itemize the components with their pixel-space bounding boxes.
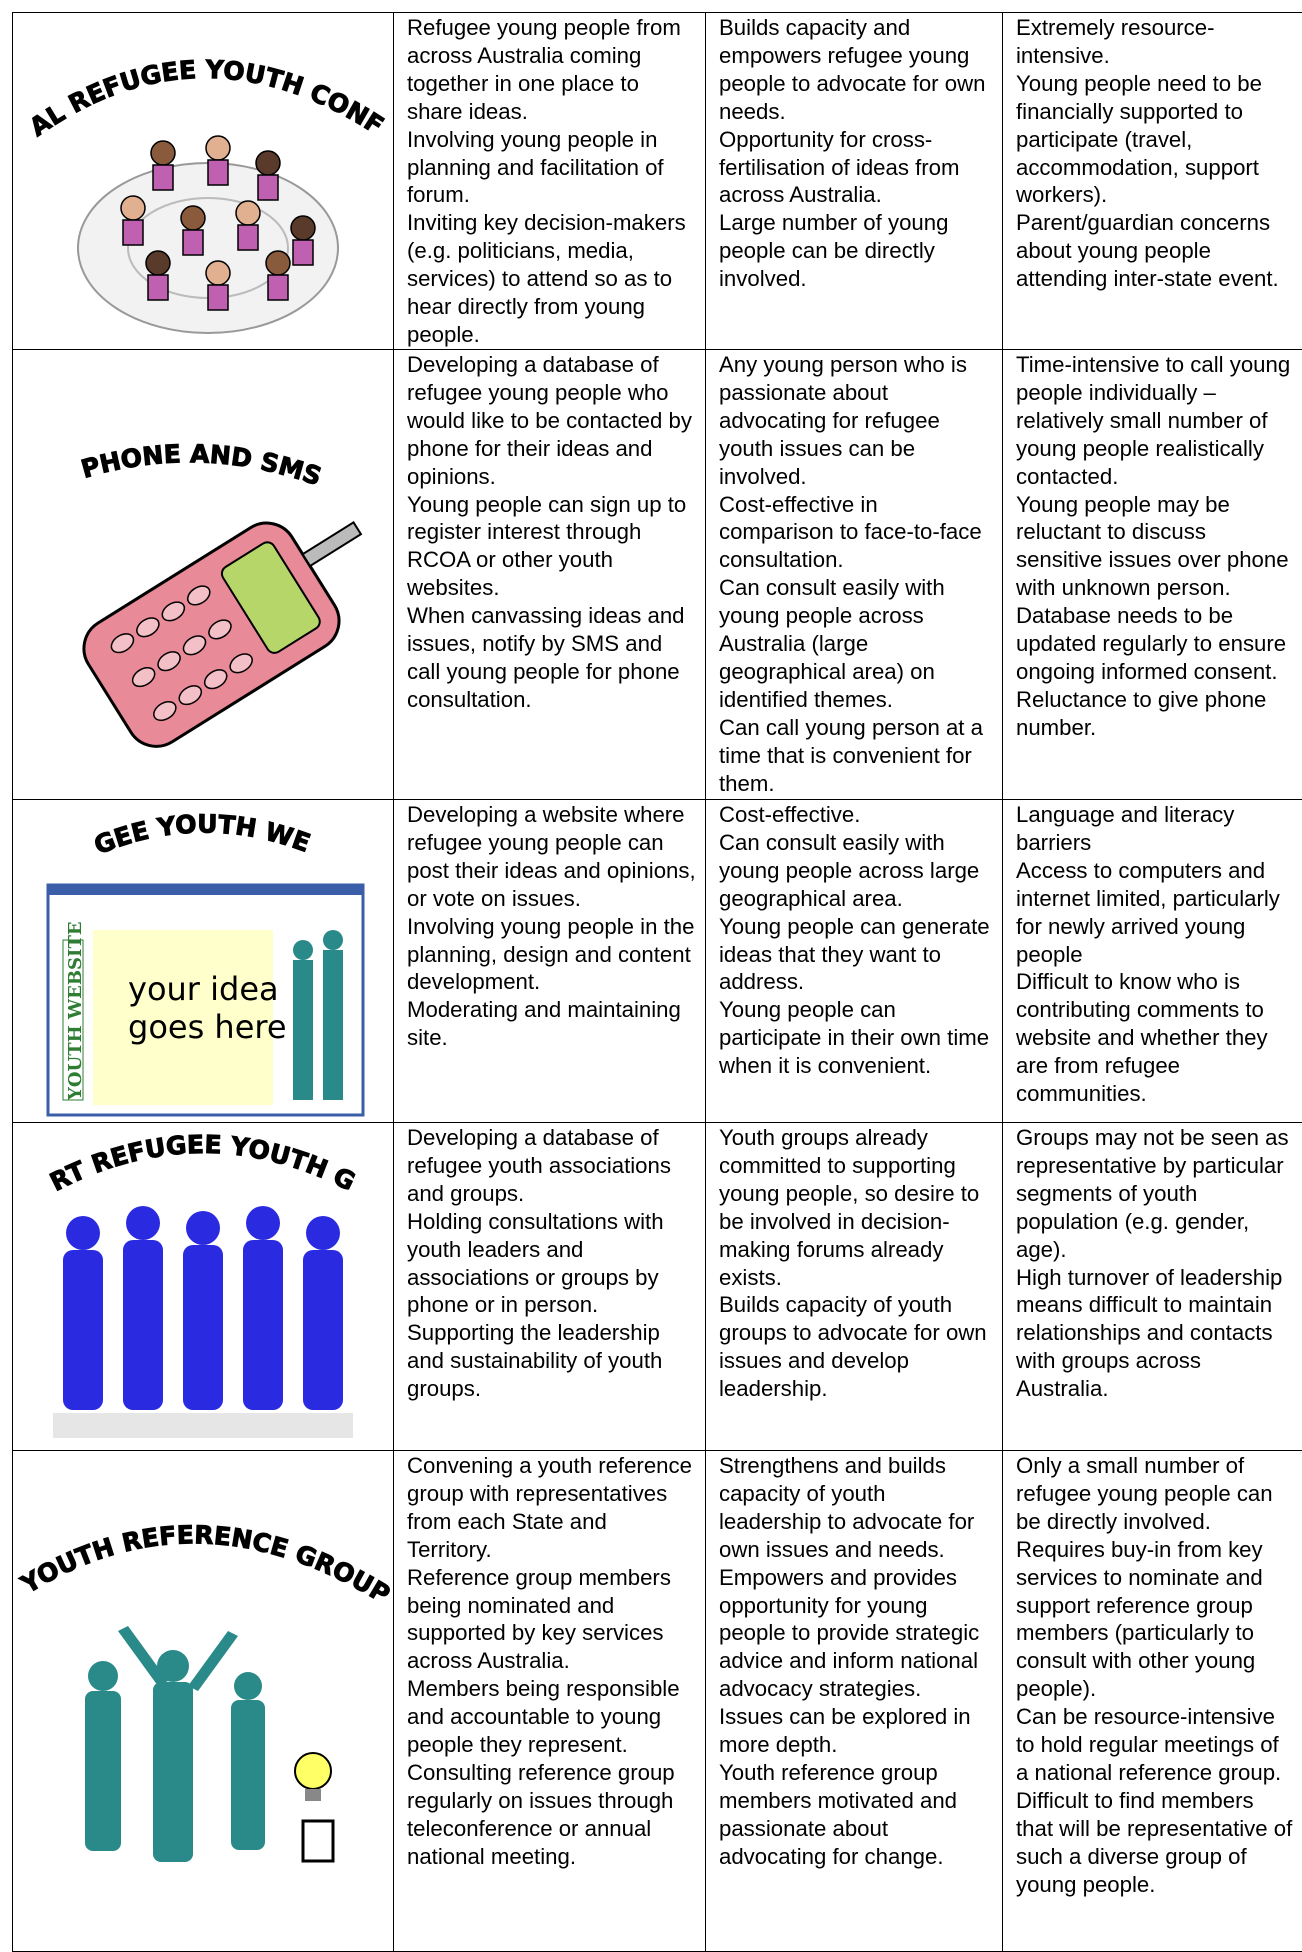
cell-paragraph: Cost-effective in comparison to face-to-…: [719, 491, 994, 575]
cell-paragraph: Any young person who is passionate about…: [719, 351, 994, 491]
benefits-cell: Any young person who is passionate about…: [706, 350, 1003, 800]
row: SUPPORT REFUGEE YOUTH GROUPS Developing …: [13, 1123, 1302, 1451]
cell-paragraph: Access to computers and internet limited…: [1016, 857, 1294, 969]
row: NATIONAL REFUGEE YOUTH CONFERENCE Refuge…: [13, 13, 1302, 350]
challenges-cell: Only a small number of refugee young peo…: [1003, 1451, 1302, 1952]
cell-paragraph: Builds capacity and empowers refugee you…: [719, 14, 994, 126]
cell-paragraph: Parent/guardian concerns about young peo…: [1016, 209, 1294, 293]
methods-cell: Developing a database of refugee young p…: [394, 350, 706, 800]
illustration: PHONE AND SMS: [13, 350, 394, 799]
cell-paragraph: Can be resource-intensive to hold regula…: [1016, 1703, 1294, 1787]
cell-paragraph: Developing a website where refugee young…: [407, 801, 697, 913]
cell-paragraph: Convening a youth reference group with r…: [407, 1452, 697, 1564]
cell-paragraph: Young people may be reluctant to discuss…: [1016, 491, 1294, 603]
cell-paragraph: Consulting reference group regularly on …: [407, 1759, 697, 1871]
benefits-cell: Builds capacity and empowers refugee you…: [706, 13, 1003, 350]
cell-paragraph: Supporting the leadership and sustainabi…: [407, 1319, 697, 1403]
illustration: YOUTH REFERENCE GROUP: [13, 1451, 394, 1951]
methods-cell: Developing a website where refugee young…: [394, 800, 706, 1123]
cell-paragraph: Reluctance to give phone number.: [1016, 686, 1294, 742]
image-cell: NATIONAL REFUGEE YOUTH CONFERENCE: [13, 13, 394, 350]
cell-paragraph: Young people can participate in their ow…: [719, 996, 994, 1080]
table: NATIONAL REFUGEE YOUTH CONFERENCE Refuge…: [12, 12, 1302, 1952]
image-title: PHONE AND SMS: [78, 439, 325, 491]
challenges-cell: Time-intensive to call young people indi…: [1003, 350, 1302, 800]
benefits-cell: Strengthens and builds capacity of youth…: [706, 1451, 1003, 1952]
cell-paragraph: Groups may not be seen as representative…: [1016, 1124, 1294, 1264]
cell-paragraph: Youth reference group members motivated …: [719, 1759, 994, 1871]
image-text: your idea: [128, 970, 279, 1008]
cell-paragraph: Youth groups already committed to suppor…: [719, 1124, 994, 1291]
cell-paragraph: Extremely resource-intensive.: [1016, 14, 1294, 70]
cell-paragraph: Difficult to know who is contributing co…: [1016, 968, 1294, 1108]
image-cell: YOUTH REFERENCE GROUP: [13, 1451, 394, 1952]
cell-paragraph: Involving young people in planning and f…: [407, 126, 697, 210]
illustration: NATIONAL REFUGEE YOUTH CONFERENCE: [13, 13, 394, 349]
cell-paragraph: Time-intensive to call young people indi…: [1016, 351, 1294, 491]
cell-paragraph: Difficult to find members that will be r…: [1016, 1787, 1294, 1899]
cell-paragraph: High turnover of leadership means diffic…: [1016, 1264, 1294, 1404]
side-label: YOUTH WEBSITE: [65, 921, 86, 1101]
image-title: REFUGEE YOUTH WEBSITE: [13, 800, 314, 860]
cell-paragraph: Young people need to be financially supp…: [1016, 70, 1294, 210]
cell-paragraph: Members being responsible and accountabl…: [407, 1675, 697, 1759]
illustration: REFUGEE YOUTH WEBSITE YOUTH WEBSITE your…: [13, 800, 394, 1122]
methods-cell: Refugee young people from across Austral…: [394, 13, 706, 350]
image-title-text: YOUTH REFERENCE GROUP: [15, 1520, 393, 1609]
challenges-cell: Extremely resource-intensive.Young peopl…: [1003, 13, 1302, 350]
cell-paragraph: Builds capacity of youth groups to advoc…: [719, 1291, 994, 1403]
cell-paragraph: Opportunity for cross-fertilisation of i…: [719, 126, 994, 210]
cell-paragraph: Large number of young people can be dire…: [719, 209, 994, 293]
cell-paragraph: Issues can be explored in more depth.: [719, 1703, 994, 1759]
image-cell: SUPPORT REFUGEE YOUTH GROUPS: [13, 1123, 394, 1451]
image-title-text: PHONE AND SMS: [78, 439, 325, 491]
cell-paragraph: Can consult easily with young people acr…: [719, 829, 994, 913]
cell-paragraph: Developing a database of refugee youth a…: [407, 1124, 697, 1208]
cell-paragraph: Can call young person at a time that is …: [719, 714, 994, 798]
cell-paragraph: Only a small number of refugee young peo…: [1016, 1452, 1294, 1536]
cell-paragraph: Language and literacy barriers: [1016, 801, 1294, 857]
cell-paragraph: Strengthens and builds capacity of youth…: [719, 1452, 994, 1564]
methods-cell: Developing a database of refugee youth a…: [394, 1123, 706, 1451]
benefits-cell: Cost-effective.Can consult easily with y…: [706, 800, 1003, 1123]
image-title-text: REFUGEE YOUTH WEBSITE: [13, 800, 314, 860]
cell-paragraph: Requires buy-in from key services to nom…: [1016, 1536, 1294, 1703]
image-title: SUPPORT REFUGEE YOUTH GROUPS: [13, 1123, 360, 1197]
cell-paragraph: Refugee young people from across Austral…: [407, 14, 697, 126]
image-title: YOUTH REFERENCE GROUP: [15, 1520, 393, 1609]
cell-paragraph: When canvassing ideas and issues, notify…: [407, 602, 697, 714]
cell-paragraph: Developing a database of refugee young p…: [407, 351, 697, 491]
image-text: goes here: [128, 1008, 287, 1046]
cell-paragraph: Can consult easily with young people acr…: [719, 574, 994, 714]
cell-paragraph: Involving young people in the planning, …: [407, 913, 697, 997]
row: YOUTH REFERENCE GROUP Convening a youth …: [13, 1451, 1302, 1952]
cell-paragraph: Moderating and maintaining site.: [407, 996, 697, 1052]
benefits-cell: Youth groups already committed to suppor…: [706, 1123, 1003, 1451]
cell-paragraph: Young people can generate ideas that the…: [719, 913, 994, 997]
image-title: NATIONAL REFUGEE YOUTH CONFERENCE: [13, 13, 389, 142]
cell-paragraph: Empowers and provides opportunity for yo…: [719, 1564, 994, 1704]
row: REFUGEE YOUTH WEBSITE YOUTH WEBSITE your…: [13, 800, 1302, 1123]
image-cell: REFUGEE YOUTH WEBSITE YOUTH WEBSITE your…: [13, 800, 394, 1123]
cell-paragraph: Cost-effective.: [719, 801, 994, 829]
cell-paragraph: Inviting key decision-makers (e.g. polit…: [407, 209, 697, 349]
image-title-text: SUPPORT REFUGEE YOUTH GROUPS: [13, 1123, 360, 1197]
cell-paragraph: Database needs to be updated regularly t…: [1016, 602, 1294, 686]
row: PHONE AND SMS Developing a database of r…: [13, 350, 1302, 800]
illustration: SUPPORT REFUGEE YOUTH GROUPS: [13, 1123, 394, 1450]
cell-paragraph: Holding consultations with youth leaders…: [407, 1208, 697, 1320]
cell-paragraph: Reference group members being nominated …: [407, 1564, 697, 1676]
methods-cell: Convening a youth reference group with r…: [394, 1451, 706, 1952]
challenges-cell: Groups may not be seen as representative…: [1003, 1123, 1302, 1451]
image-cell: PHONE AND SMS: [13, 350, 394, 800]
image-title-text: NATIONAL REFUGEE YOUTH CONFERENCE: [13, 13, 389, 142]
cell-paragraph: Young people can sign up to register int…: [407, 491, 697, 603]
